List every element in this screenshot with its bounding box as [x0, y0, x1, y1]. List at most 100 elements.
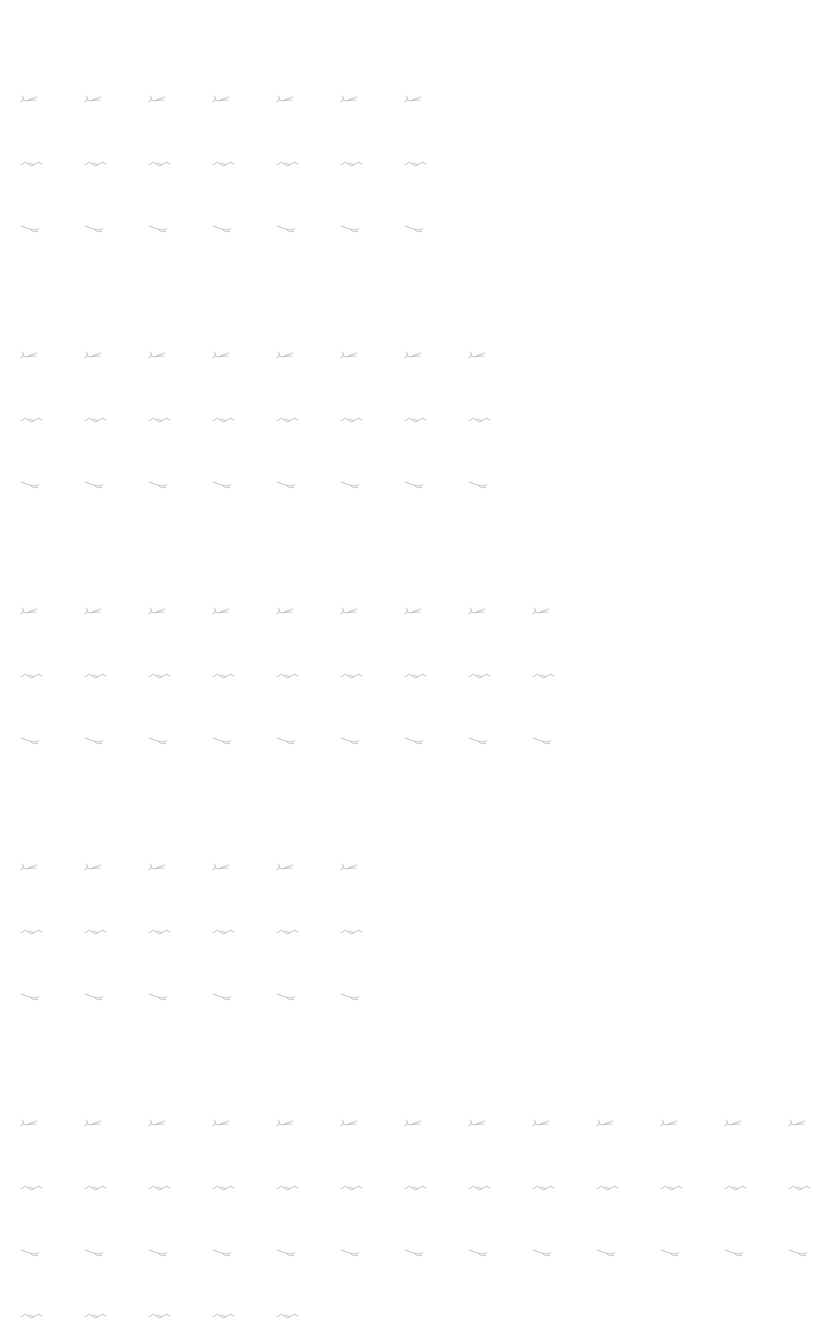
sprite-frame-animation-2-row-2-frame-7	[403, 412, 429, 430]
sprite-frame-animation-3-row-1-frame-4	[211, 604, 237, 622]
sprite-frame-animation-5-row-1-frame-1	[19, 1116, 45, 1134]
sprite-frame-animation-5-row-4-frame-4	[211, 1308, 237, 1326]
sprite-frame-animation-3-row-3-frame-3	[147, 732, 173, 750]
sprite-frame-animation-2-row-1-frame-7	[403, 348, 429, 366]
sprite-frame-animation-5-row-3-frame-8	[467, 1244, 493, 1262]
sprite-frame-animation-3-row-3-frame-9	[531, 732, 557, 750]
sprite-frame-animation-3-row-1-frame-5	[275, 604, 301, 622]
sprite-frame-animation-3-row-2-frame-2	[83, 668, 109, 686]
sprite-frame-animation-4-row-2-frame-2	[83, 924, 109, 942]
sprite-frame-animation-2-row-1-frame-8	[467, 348, 493, 366]
sprite-frame-animation-2-row-1-frame-3	[147, 348, 173, 366]
sprite-frame-animation-2-row-3-frame-1	[19, 476, 45, 494]
sprite-frame-animation-5-row-1-frame-13	[787, 1116, 813, 1134]
sprite-frame-animation-2-row-3-frame-7	[403, 476, 429, 494]
sprite-frame-animation-5-row-1-frame-6	[339, 1116, 365, 1134]
sprite-frame-animation-5-row-1-frame-12	[723, 1116, 749, 1134]
sprite-frame-animation-3-row-1-frame-8	[467, 604, 493, 622]
sprite-frame-animation-2-row-3-frame-4	[211, 476, 237, 494]
sprite-frame-animation-2-row-2-frame-6	[339, 412, 365, 430]
sprite-frame-animation-3-row-1-frame-9	[531, 604, 557, 622]
sprite-frame-animation-1-row-1-frame-6	[339, 92, 365, 110]
sprite-frame-animation-5-row-2-frame-11	[659, 1180, 685, 1198]
sprite-frame-animation-1-row-3-frame-6	[339, 220, 365, 238]
sprite-frame-animation-5-row-2-frame-10	[595, 1180, 621, 1198]
sprite-frame-animation-4-row-1-frame-5	[275, 860, 301, 878]
sprite-frame-animation-5-row-1-frame-8	[467, 1116, 493, 1134]
sprite-frame-animation-4-row-3-frame-1	[19, 988, 45, 1006]
sprite-frame-animation-2-row-2-frame-4	[211, 412, 237, 430]
sprite-frame-animation-5-row-3-frame-5	[275, 1244, 301, 1262]
sprite-frame-animation-3-row-3-frame-8	[467, 732, 493, 750]
sprite-frame-animation-1-row-1-frame-4	[211, 92, 237, 110]
sprite-frame-animation-2-row-3-frame-3	[147, 476, 173, 494]
sprite-frame-animation-5-row-3-frame-4	[211, 1244, 237, 1262]
sprite-frame-animation-4-row-1-frame-4	[211, 860, 237, 878]
sprite-frame-animation-4-row-2-frame-4	[211, 924, 237, 942]
sprite-frame-animation-3-row-2-frame-4	[211, 668, 237, 686]
sprite-frame-animation-3-row-2-frame-5	[275, 668, 301, 686]
sprite-frame-animation-5-row-3-frame-3	[147, 1244, 173, 1262]
sprite-frame-animation-5-row-2-frame-12	[723, 1180, 749, 1198]
sprite-frame-animation-3-row-1-frame-1	[19, 604, 45, 622]
sprite-frame-animation-3-row-1-frame-6	[339, 604, 365, 622]
sprite-frame-animation-5-row-1-frame-10	[595, 1116, 621, 1134]
sprite-frame-animation-2-row-2-frame-1	[19, 412, 45, 430]
sprite-frame-animation-2-row-1-frame-1	[19, 348, 45, 366]
sprite-frame-animation-5-row-3-frame-12	[723, 1244, 749, 1262]
sprite-frame-animation-5-row-2-frame-13	[787, 1180, 813, 1198]
sprite-frame-animation-3-row-3-frame-6	[339, 732, 365, 750]
sprite-frame-animation-5-row-1-frame-3	[147, 1116, 173, 1134]
sprite-frame-animation-3-row-3-frame-4	[211, 732, 237, 750]
sprite-frame-animation-4-row-3-frame-3	[147, 988, 173, 1006]
sprite-frame-animation-2-row-1-frame-5	[275, 348, 301, 366]
sprite-frame-animation-4-row-2-frame-5	[275, 924, 301, 942]
sprite-frame-animation-4-row-3-frame-4	[211, 988, 237, 1006]
sprite-frame-animation-5-row-1-frame-2	[83, 1116, 109, 1134]
sprite-frame-animation-1-row-3-frame-4	[211, 220, 237, 238]
sprite-frame-animation-1-row-2-frame-7	[403, 156, 429, 174]
sprite-frame-animation-3-row-2-frame-8	[467, 668, 493, 686]
sprite-frame-animation-5-row-1-frame-11	[659, 1116, 685, 1134]
sprite-frame-animation-1-row-3-frame-1	[19, 220, 45, 238]
sprite-frame-animation-3-row-2-frame-6	[339, 668, 365, 686]
sprite-frame-animation-2-row-2-frame-8	[467, 412, 493, 430]
sprite-frame-animation-2-row-3-frame-6	[339, 476, 365, 494]
sprite-frame-animation-1-row-1-frame-3	[147, 92, 173, 110]
sprite-frame-animation-2-row-3-frame-2	[83, 476, 109, 494]
sprite-frame-animation-2-row-2-frame-3	[147, 412, 173, 430]
sprite-frame-animation-5-row-4-frame-5	[275, 1308, 301, 1326]
sprite-frame-animation-1-row-2-frame-3	[147, 156, 173, 174]
sprite-frame-animation-2-row-1-frame-6	[339, 348, 365, 366]
sprite-frame-animation-5-row-1-frame-9	[531, 1116, 557, 1134]
sprite-frame-animation-1-row-3-frame-2	[83, 220, 109, 238]
sprite-frame-animation-4-row-2-frame-6	[339, 924, 365, 942]
sprite-frame-animation-3-row-2-frame-1	[19, 668, 45, 686]
sprite-frame-animation-1-row-3-frame-7	[403, 220, 429, 238]
sprite-frame-animation-2-row-1-frame-4	[211, 348, 237, 366]
sprite-frame-animation-5-row-3-frame-10	[595, 1244, 621, 1262]
sprite-frame-animation-5-row-2-frame-2	[83, 1180, 109, 1198]
sprite-frame-animation-5-row-2-frame-5	[275, 1180, 301, 1198]
sprite-frame-animation-5-row-2-frame-6	[339, 1180, 365, 1198]
sprite-frame-animation-5-row-1-frame-5	[275, 1116, 301, 1134]
sprite-frame-animation-1-row-3-frame-3	[147, 220, 173, 238]
sprite-frame-animation-2-row-1-frame-2	[83, 348, 109, 366]
sprite-frame-animation-1-row-1-frame-5	[275, 92, 301, 110]
sprite-frame-animation-1-row-2-frame-1	[19, 156, 45, 174]
sprite-frame-animation-2-row-2-frame-5	[275, 412, 301, 430]
sprite-frame-animation-2-row-2-frame-2	[83, 412, 109, 430]
sprite-frame-animation-3-row-1-frame-7	[403, 604, 429, 622]
sprite-frame-animation-3-row-2-frame-9	[531, 668, 557, 686]
sprite-frame-animation-4-row-1-frame-2	[83, 860, 109, 878]
sprite-frame-animation-5-row-3-frame-9	[531, 1244, 557, 1262]
sprite-frame-animation-3-row-3-frame-7	[403, 732, 429, 750]
sprite-frame-animation-1-row-1-frame-7	[403, 92, 429, 110]
sprite-frame-animation-4-row-1-frame-1	[19, 860, 45, 878]
sprite-frame-animation-3-row-2-frame-7	[403, 668, 429, 686]
sprite-frame-animation-4-row-2-frame-1	[19, 924, 45, 942]
sprite-frame-animation-4-row-3-frame-5	[275, 988, 301, 1006]
sprite-frame-animation-4-row-1-frame-3	[147, 860, 173, 878]
sprite-frame-animation-5-row-2-frame-8	[467, 1180, 493, 1198]
sprite-frame-animation-5-row-4-frame-3	[147, 1308, 173, 1326]
